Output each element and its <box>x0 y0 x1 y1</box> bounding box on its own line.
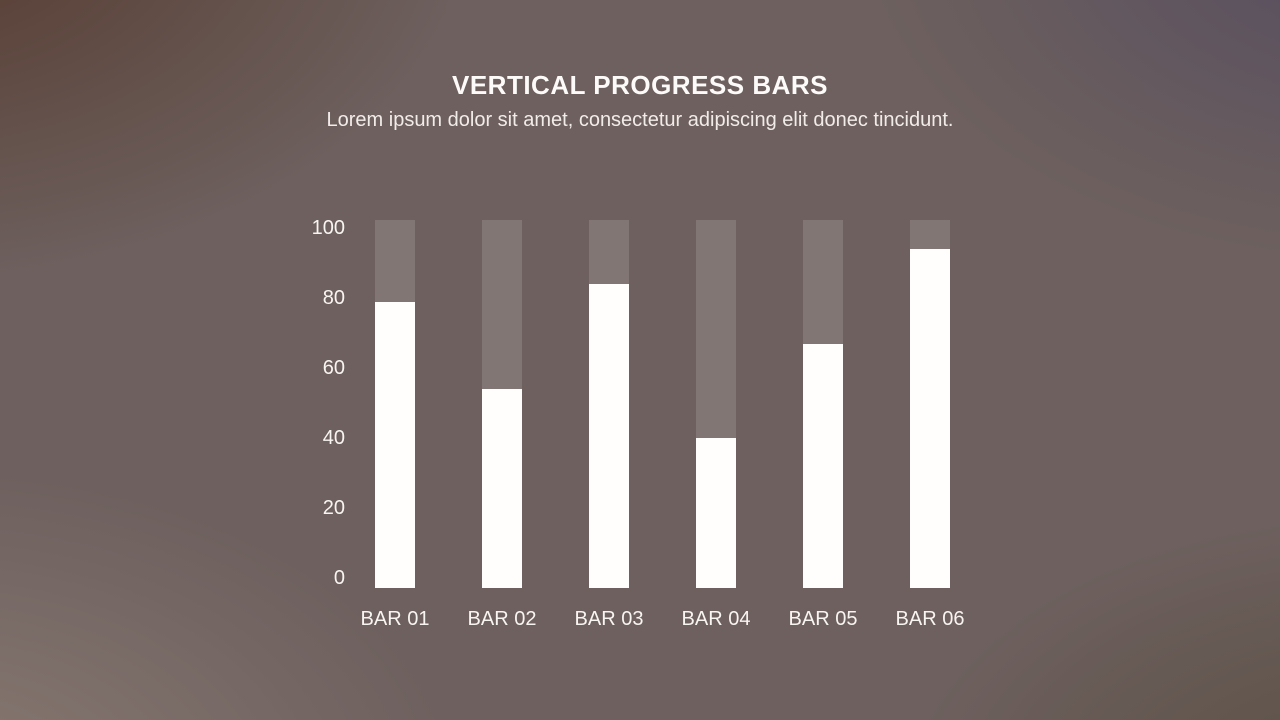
bar-fill <box>910 249 950 588</box>
bar-track <box>482 220 522 588</box>
bar-fill <box>375 301 415 588</box>
x-tick-label: BAR 01 <box>360 608 430 630</box>
bar-fill <box>482 389 522 588</box>
x-tick-label: BAR 03 <box>574 608 644 630</box>
bar-track <box>910 220 950 588</box>
y-tick-label: 100 <box>311 217 345 239</box>
bar-fill <box>696 438 736 588</box>
plot-area <box>355 220 970 588</box>
x-tick-label: BAR 05 <box>788 608 858 630</box>
bar-track <box>696 220 736 588</box>
y-axis: 0 20 40 60 80 100 <box>245 217 345 589</box>
y-tick-label: 40 <box>322 427 345 449</box>
y-tick-label: 0 <box>333 567 345 589</box>
bar-fill <box>589 284 629 588</box>
x-tick-label: BAR 02 <box>467 608 537 630</box>
bar-track <box>803 220 843 588</box>
bar-track <box>375 220 415 588</box>
chart-subtitle: Lorem ipsum dolor sit amet, consectetur … <box>326 109 954 131</box>
bar-fill <box>803 343 843 588</box>
chart-header: VERTICAL PROGRESS BARS Lorem ipsum dolor… <box>0 70 1280 132</box>
y-tick-label: 20 <box>322 497 345 519</box>
x-tick-label: BAR 06 <box>895 608 965 630</box>
y-tick-label: 80 <box>322 287 345 309</box>
y-tick-label: 60 <box>322 357 345 379</box>
x-tick-label: BAR 04 <box>681 608 751 630</box>
bar-track <box>589 220 629 588</box>
x-axis-labels: BAR 01 BAR 02 BAR 03 BAR 04 BAR 05 BAR 06 <box>355 608 970 636</box>
chart-title: VERTICAL PROGRESS BARS <box>451 70 828 100</box>
